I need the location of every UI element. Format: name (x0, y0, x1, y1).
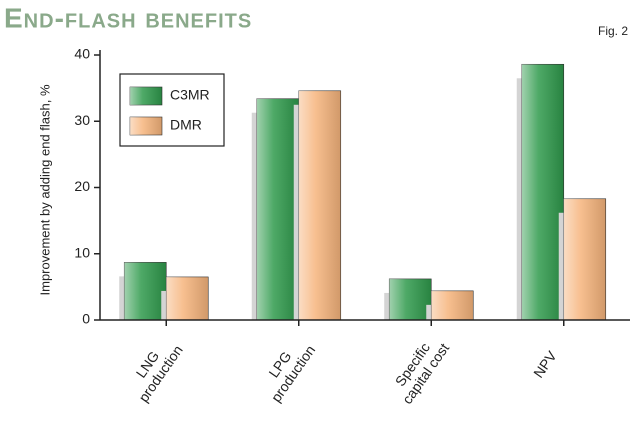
bar-shine (298, 90, 341, 321)
figure-label: Fig. 2 (598, 24, 628, 38)
bar-shine (521, 64, 564, 321)
bar-shine (166, 276, 209, 320)
bar-shine (431, 290, 474, 320)
x-tick-label-group: NPV (530, 347, 560, 380)
legend-swatch-shine (130, 87, 162, 105)
y-tick-label: 0 (82, 311, 90, 327)
y-tick-label: 10 (74, 244, 90, 260)
bar-shine (389, 278, 432, 320)
x-tick-label: NPV (530, 347, 560, 380)
y-tick-label: 40 (74, 46, 90, 62)
y-axis-label: Improvement by adding end flash, % (37, 84, 52, 295)
bar-shine (256, 98, 299, 320)
y-tick-label: 20 (74, 178, 90, 194)
chart-title: End-flash benefits (4, 2, 252, 33)
bar-shine (124, 262, 167, 320)
legend-label: DMR (170, 117, 202, 133)
y-tick-label: 30 (74, 112, 90, 128)
legend-swatch-shine (130, 117, 162, 135)
legend-label: C3MR (170, 87, 210, 103)
bar-shine (563, 198, 606, 320)
